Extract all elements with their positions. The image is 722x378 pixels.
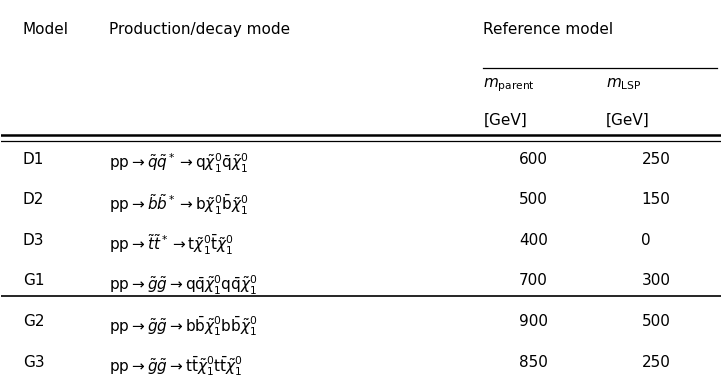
Text: $\mathrm{pp} \rightarrow \tilde{g}\tilde{g} \rightarrow \mathrm{b}\bar{\mathrm{b: $\mathrm{pp} \rightarrow \tilde{g}\tilde…: [109, 314, 258, 338]
Text: 300: 300: [641, 274, 671, 288]
Text: D3: D3: [23, 233, 45, 248]
Text: D1: D1: [23, 152, 44, 167]
Text: 700: 700: [519, 274, 548, 288]
Text: [GeV]: [GeV]: [606, 113, 649, 128]
Text: 400: 400: [519, 233, 548, 248]
Text: $\mathrm{pp} \rightarrow \tilde{b}\tilde{b}^* \rightarrow \mathrm{b}\tilde{\chi}: $\mathrm{pp} \rightarrow \tilde{b}\tilde…: [109, 192, 248, 217]
Text: $\mathrm{pp} \rightarrow \tilde{g}\tilde{g} \rightarrow \mathrm{t}\bar{\mathrm{t: $\mathrm{pp} \rightarrow \tilde{g}\tilde…: [109, 355, 243, 378]
Text: $m_{\mathrm{LSP}}$: $m_{\mathrm{LSP}}$: [606, 77, 641, 92]
Text: $\mathrm{pp} \rightarrow \tilde{q}\tilde{q}^* \rightarrow \mathrm{q}\tilde{\chi}: $\mathrm{pp} \rightarrow \tilde{q}\tilde…: [109, 152, 248, 175]
Text: G1: G1: [23, 274, 45, 288]
Text: 900: 900: [519, 314, 548, 329]
Text: $m_{\mathrm{parent}}$: $m_{\mathrm{parent}}$: [483, 77, 535, 94]
Text: G3: G3: [23, 355, 45, 370]
Text: $\mathrm{pp} \rightarrow \tilde{g}\tilde{g} \rightarrow \mathrm{q}\bar{\mathrm{q: $\mathrm{pp} \rightarrow \tilde{g}\tilde…: [109, 274, 258, 297]
Text: Reference model: Reference model: [483, 22, 614, 37]
Text: [GeV]: [GeV]: [483, 113, 527, 128]
Text: 850: 850: [519, 355, 548, 370]
Text: 500: 500: [519, 192, 548, 207]
Text: 150: 150: [641, 192, 670, 207]
Text: 0: 0: [641, 233, 651, 248]
Text: 600: 600: [519, 152, 548, 167]
Text: $\mathrm{pp} \rightarrow \tilde{t}\tilde{t}^* \rightarrow \mathrm{t}\tilde{\chi}: $\mathrm{pp} \rightarrow \tilde{t}\tilde…: [109, 233, 234, 257]
Text: 250: 250: [641, 152, 670, 167]
Text: D2: D2: [23, 192, 44, 207]
Text: Model: Model: [23, 22, 69, 37]
Text: G2: G2: [23, 314, 45, 329]
Text: 250: 250: [641, 355, 670, 370]
Text: 500: 500: [641, 314, 670, 329]
Text: Production/decay mode: Production/decay mode: [109, 22, 290, 37]
